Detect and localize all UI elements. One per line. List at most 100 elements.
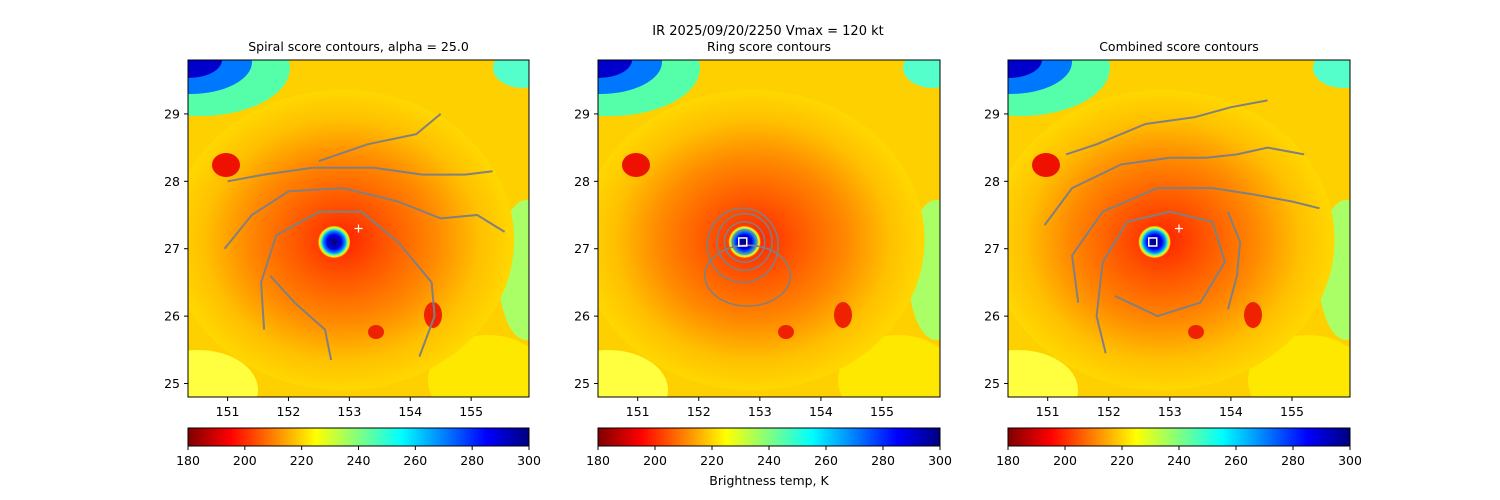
- x-tick-label: 155: [870, 404, 894, 419]
- y-tick-label: 27: [574, 241, 590, 256]
- colorbar: 180 200 220 240 260 280 300: [586, 427, 952, 468]
- contour-ring: [731, 229, 758, 255]
- y-tick-label: 26: [574, 309, 590, 324]
- panel-3: Combined score contours 151 152 153 154 155 25…: [984, 39, 1362, 468]
- x-tick-label: 155: [459, 404, 483, 419]
- contour-ring: [716, 212, 773, 272]
- colorbar-tick-label: 280: [460, 453, 484, 468]
- cloud-band: [1008, 350, 1078, 397]
- y-tick-label: 26: [164, 309, 180, 324]
- colorbar-tick-label: 280: [871, 453, 895, 468]
- y-tick-label: 29: [164, 106, 180, 121]
- contour-line: [1065, 99, 1268, 156]
- x-tick-label: 154: [398, 404, 422, 419]
- contour-line: [260, 210, 436, 357]
- panel-title: Ring score contours: [707, 39, 831, 54]
- colorbar-tick-label: 200: [1053, 453, 1077, 468]
- contour-line: [1043, 146, 1305, 226]
- x-tick-label: 153: [1158, 404, 1182, 419]
- warm-spot: [212, 153, 240, 177]
- ir-image: [1008, 60, 1350, 397]
- y-tick-label: 29: [574, 106, 590, 121]
- colorbar-tick-label: 280: [1281, 453, 1305, 468]
- contours: [223, 113, 506, 361]
- y-tick-label: 28: [574, 174, 590, 189]
- cold-cloud-region: [598, 60, 632, 78]
- warm-spot: [778, 325, 794, 339]
- contour-line: [1071, 187, 1320, 303]
- cloud-band: [598, 350, 668, 397]
- cold-cloud-region: [493, 60, 529, 88]
- x-tick-label: 153: [748, 404, 772, 419]
- colorbar-tick-label: 260: [1224, 453, 1248, 468]
- contour-line: [1226, 211, 1242, 310]
- x-tick-label: 151: [626, 404, 650, 419]
- y-tick-label: 27: [164, 241, 180, 256]
- cold-cloud-region: [1313, 60, 1350, 88]
- colorbar-tick-label: 240: [757, 453, 781, 468]
- suptitle: IR 2025/09/20/2250 Vmax = 120 kt: [652, 24, 883, 39]
- colorbar-tick-label: 220: [700, 453, 724, 468]
- axes-frame: [187, 59, 530, 398]
- colorbar-gradient: [597, 427, 941, 447]
- colorbar-tick-label: 180: [176, 453, 200, 468]
- x-tick-label: 154: [1219, 404, 1243, 419]
- colorbar: 180 200 220 240 260 280 300: [996, 427, 1362, 468]
- colorbar-tick-label: 240: [1167, 453, 1191, 468]
- warm-spot: [424, 302, 442, 328]
- ir-image: [188, 60, 529, 397]
- x-tick-label: 155: [1280, 404, 1304, 419]
- colorbar-tick-label: 260: [403, 453, 427, 468]
- panel-title: Spiral score contours, alpha = 25.0: [248, 39, 469, 54]
- ir-image: [598, 60, 940, 397]
- square-marker: [737, 237, 748, 247]
- contour-ring: [704, 244, 792, 307]
- plus-marker: [1175, 224, 1183, 233]
- colorbar-tick-label: 200: [233, 453, 257, 468]
- panel-1: Spiral score contours, alpha = 25.0 151 15…: [164, 39, 541, 468]
- colorbar-tick-label: 200: [643, 453, 667, 468]
- colorbar-tick-label: 300: [1338, 453, 1362, 468]
- cloud-band: [188, 350, 258, 397]
- storm-eye: [318, 225, 351, 258]
- x-tick-label: 154: [809, 404, 833, 419]
- contour-line: [269, 275, 333, 361]
- colorbar-tick-label: 300: [928, 453, 952, 468]
- contour-ring: [723, 220, 766, 263]
- x-tick-label: 151: [1036, 404, 1060, 419]
- y-tick-label: 26: [984, 309, 1000, 324]
- contour-line: [1095, 210, 1226, 354]
- square-marker: [1147, 237, 1158, 247]
- contours: [704, 207, 792, 307]
- colorbar-tick-label: 240: [347, 453, 371, 468]
- y-tick-label: 25: [574, 376, 590, 391]
- colorbar-gradient: [187, 427, 530, 447]
- colorbar: 180 200 220 240 260 280 300: [176, 427, 541, 468]
- x-tick-label: 152: [687, 404, 711, 419]
- x-tick-label: 152: [1097, 404, 1121, 419]
- plus-marker: [354, 224, 363, 233]
- storm-eye: [728, 225, 761, 258]
- contours: [1043, 99, 1320, 354]
- colorbar-tick-label: 180: [586, 453, 610, 468]
- storm-eye: [1138, 225, 1171, 258]
- y-tick-label: 29: [984, 106, 1000, 121]
- contour-line: [227, 166, 493, 183]
- colorbar-gradient: [1007, 427, 1351, 447]
- y-tick-label: 28: [164, 174, 180, 189]
- warm-spot: [1032, 153, 1060, 177]
- colorbar-tick-label: 220: [290, 453, 314, 468]
- colorbar-label: Brightness temp, K: [709, 473, 829, 488]
- warm-spot: [1244, 302, 1262, 328]
- x-tick-label: 152: [277, 404, 301, 419]
- colorbar-tick-label: 300: [517, 453, 541, 468]
- contour-ring: [706, 207, 779, 284]
- colorbar-tick-label: 220: [1110, 453, 1134, 468]
- y-tick-label: 27: [984, 241, 1000, 256]
- x-tick-label: 153: [337, 404, 361, 419]
- colorbar-tick-label: 260: [814, 453, 838, 468]
- warm-spot: [368, 325, 384, 339]
- cold-cloud-region: [903, 60, 940, 88]
- cold-cloud-region: [188, 60, 222, 78]
- warm-spot: [1188, 325, 1204, 339]
